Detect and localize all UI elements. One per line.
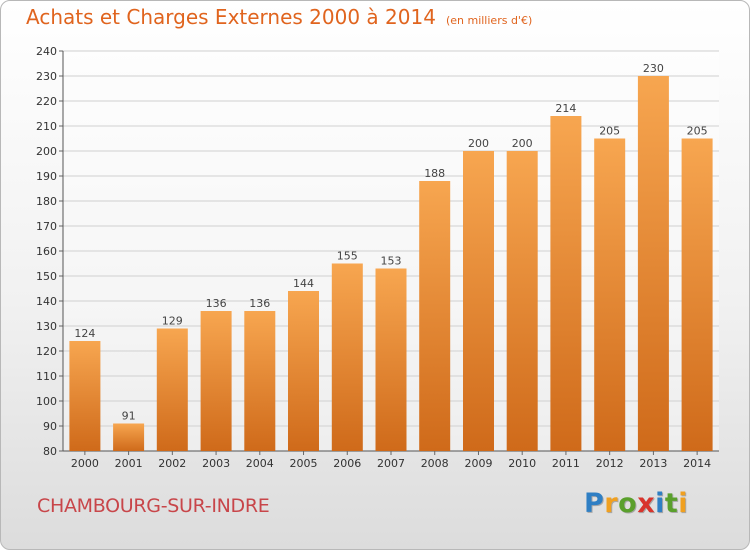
y-tick-label: 210 — [36, 120, 57, 133]
data-label: 91 — [122, 410, 136, 423]
data-label: 124 — [74, 327, 95, 340]
logo-letter: o — [618, 488, 638, 519]
data-label: 200 — [512, 137, 533, 150]
bars — [69, 76, 713, 451]
y-tick-label: 120 — [36, 345, 57, 358]
x-tick-label: 2013 — [639, 457, 667, 470]
y-tick-label: 200 — [36, 145, 57, 158]
x-tick-label: 2004 — [246, 457, 274, 470]
bar — [550, 116, 582, 451]
bar — [113, 423, 145, 451]
x-tick-label: 2000 — [71, 457, 99, 470]
y-tick-label: 230 — [36, 70, 57, 83]
y-tick-label: 180 — [36, 195, 57, 208]
data-label: 214 — [555, 102, 576, 115]
bar — [375, 268, 407, 451]
labels: 80 90 100 110 120 130 140 150 160 170 180 190 200 210… — [36, 45, 711, 470]
x-tick-label: 2006 — [333, 457, 361, 470]
commune-name: CHAMBOURG-SUR-INDRE — [37, 495, 270, 517]
x-tick-label: 2003 — [202, 457, 230, 470]
y-tick-label: 140 — [36, 295, 57, 308]
y-tick-label: 100 — [36, 395, 57, 408]
chart-title-text: Achats et Charges Externes 2000 à 2014 — [26, 5, 436, 29]
data-label: 188 — [424, 167, 445, 180]
bar — [506, 151, 538, 451]
data-label: 200 — [468, 137, 489, 150]
y-tick-label: 240 — [36, 45, 57, 58]
x-tick-label: 2011 — [552, 457, 580, 470]
logo-letter: i — [655, 488, 665, 519]
chart-title: Achats et Charges Externes 2000 à 2014 (e… — [26, 5, 532, 29]
x-tick-label: 2002 — [158, 457, 186, 470]
y-tick-label: 130 — [36, 320, 57, 333]
x-tick-label: 2007 — [377, 457, 405, 470]
bar — [244, 311, 276, 451]
y-tick-label: 80 — [43, 445, 57, 458]
data-label: 230 — [643, 62, 664, 75]
x-tick-label: 2012 — [596, 457, 624, 470]
bar — [681, 138, 713, 451]
bar — [463, 151, 494, 451]
data-label: 136 — [206, 297, 227, 310]
y-tick-label: 190 — [36, 170, 57, 183]
logo-letter: i — [678, 488, 689, 519]
bar — [419, 181, 451, 451]
x-tick-label: 2010 — [508, 457, 536, 470]
bar — [156, 328, 188, 451]
y-tick-label: 160 — [36, 245, 57, 258]
data-label: 205 — [599, 125, 620, 138]
bar — [69, 341, 101, 451]
y-tick-label: 90 — [43, 420, 57, 433]
data-label: 129 — [162, 315, 183, 328]
x-tick-label: 2014 — [683, 457, 711, 470]
proxiti-logo[interactable]: Proxiti — [584, 488, 688, 519]
y-tick-label: 220 — [36, 95, 57, 108]
data-label: 136 — [249, 297, 270, 310]
logo-letter: P — [584, 488, 605, 519]
x-tick-label: 2001 — [115, 457, 143, 470]
data-label: 144 — [293, 277, 314, 290]
y-tick-label: 150 — [36, 270, 57, 283]
bar — [637, 76, 669, 451]
x-tick-label: 2005 — [290, 457, 318, 470]
data-label: 153 — [381, 255, 402, 268]
bar — [594, 138, 626, 451]
y-tick-label: 170 — [36, 220, 57, 233]
logo-letter: r — [604, 488, 619, 519]
chart-subtitle: (en milliers d'€) — [445, 14, 533, 27]
x-tick-label: 2009 — [465, 457, 493, 470]
y-tick-label: 110 — [36, 370, 57, 383]
logo-letter: t — [664, 488, 679, 519]
bar — [331, 263, 363, 451]
bar — [288, 291, 319, 451]
logo-letter: x — [637, 488, 656, 519]
data-label: 155 — [337, 250, 358, 263]
x-tick-label: 2008 — [421, 457, 449, 470]
data-label: 205 — [687, 125, 708, 138]
bar — [200, 311, 232, 451]
